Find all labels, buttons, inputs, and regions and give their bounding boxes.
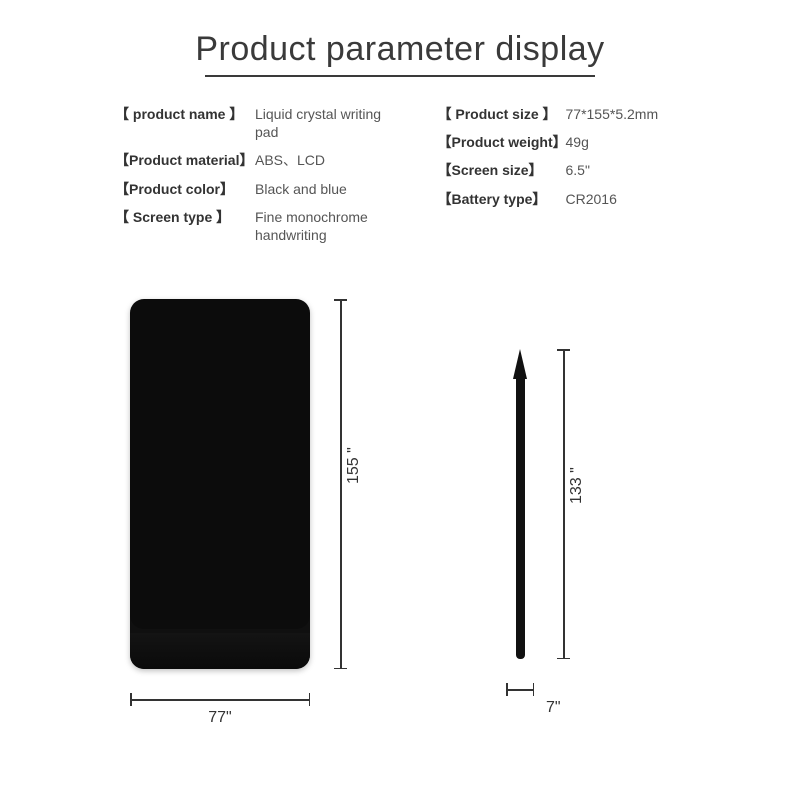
spec-column-left: 【 product name 】 Liquid crystal writing …: [115, 105, 398, 254]
spec-row: 【 product name 】 Liquid crystal writing …: [115, 105, 398, 141]
spec-row: 【 Screen type 】 Fine monochrome handwrit…: [115, 208, 398, 244]
spec-value: 6.5": [566, 161, 590, 179]
spec-value: CR2016: [566, 190, 617, 208]
spec-label: 【Product color】: [115, 180, 255, 198]
stylus-tip: [513, 349, 527, 379]
stylus-height-dimension: 133 ": [563, 349, 565, 659]
dimension-cap: [130, 693, 132, 706]
spec-value: 77*155*5.2mm: [566, 105, 659, 123]
page-title: Product parameter display: [0, 30, 800, 69]
dimension-label: 155 ": [345, 447, 363, 484]
dimension-label: 77": [208, 709, 231, 727]
spec-label: 【 Screen type 】: [115, 208, 255, 244]
spec-row: 【Product material】 ABS、LCD: [115, 151, 398, 169]
stylus-body: [516, 379, 525, 659]
dimension-cap: [533, 683, 535, 696]
spec-column-right: 【 Product size 】 77*155*5.2mm 【Product w…: [438, 105, 721, 254]
spec-label: 【 Product size 】: [438, 105, 566, 123]
spec-value: Fine monochrome handwriting: [255, 208, 398, 244]
spec-value: ABS、LCD: [255, 151, 325, 169]
dimension-cap: [557, 349, 570, 351]
spec-row: 【Battery type】 CR2016: [438, 190, 721, 208]
dimension-diagram: 155 " 77" 133 " 7": [0, 294, 800, 754]
dimension-cap: [557, 658, 570, 660]
spec-label: 【Product material】: [115, 151, 255, 169]
dimension-cap: [309, 693, 311, 706]
dimension-cap: [334, 668, 347, 670]
spec-label: 【Battery type】: [438, 190, 566, 208]
tablet-width-dimension: 77": [130, 699, 310, 701]
spec-label: 【 product name 】: [115, 105, 255, 141]
spec-row: 【 Product size 】 77*155*5.2mm: [438, 105, 721, 123]
spec-value: Liquid crystal writing pad: [255, 105, 398, 141]
spec-row: 【Product weight】 49g: [438, 133, 721, 151]
spec-row: 【Screen size】 6.5": [438, 161, 721, 179]
spec-label: 【Screen size】: [438, 161, 566, 179]
spec-label: 【Product weight】: [438, 133, 566, 151]
spec-value: 49g: [566, 133, 589, 151]
stylus-width-dimension: 7": [506, 689, 534, 691]
dimension-label: 7": [546, 699, 561, 717]
spec-row: 【Product color】 Black and blue: [115, 180, 398, 198]
dimension-label: 133 ": [568, 467, 586, 504]
stylus-illustration: [516, 349, 525, 659]
header: Product parameter display: [0, 0, 800, 77]
tablet-height-dimension: 155 ": [340, 299, 342, 669]
tablet-illustration: [130, 299, 310, 669]
spec-value: Black and blue: [255, 180, 347, 198]
dimension-cap: [506, 683, 508, 696]
dimension-cap: [334, 299, 347, 301]
spec-table: 【 product name 】 Liquid crystal writing …: [0, 77, 800, 254]
